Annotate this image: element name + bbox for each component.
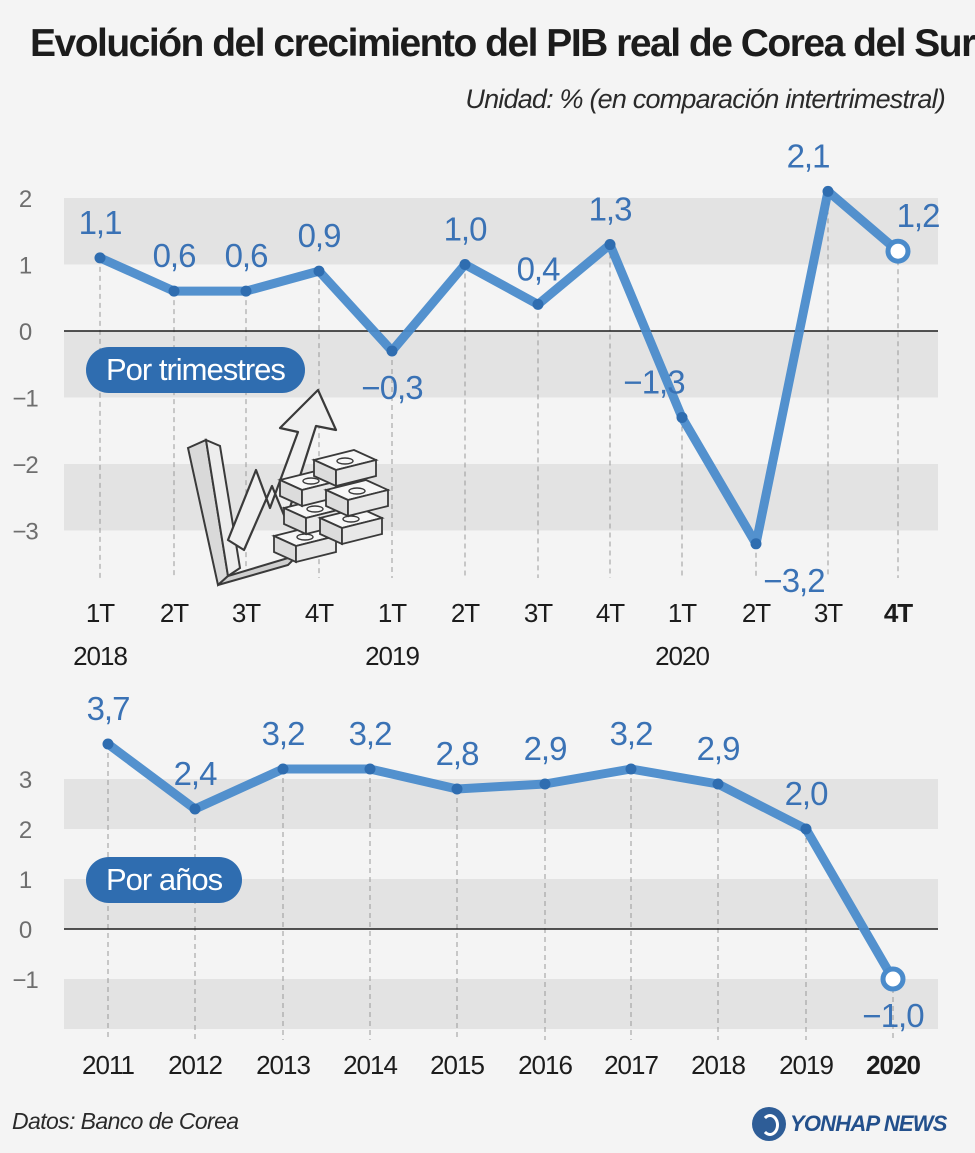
data-label: 1,3 bbox=[589, 191, 632, 228]
annual-series-label: Por años bbox=[86, 857, 243, 903]
data-label: 1,1 bbox=[79, 204, 122, 241]
y-tick-label: 0 bbox=[19, 319, 32, 346]
y-tick-label: 2 bbox=[19, 817, 32, 844]
data-label: 3,2 bbox=[610, 715, 653, 752]
series-line bbox=[95, 186, 903, 549]
x-tick-label: 2T bbox=[160, 598, 189, 628]
data-point bbox=[459, 259, 471, 270]
data-point bbox=[277, 763, 289, 775]
x-tick-label: 1T bbox=[668, 598, 697, 628]
data-label: −3,2 bbox=[763, 562, 824, 599]
data-point bbox=[364, 763, 376, 775]
x-tick-label: 2012 bbox=[168, 1050, 222, 1080]
chart-subtitle: Unidad: % (en comparación intertrimestra… bbox=[465, 84, 945, 114]
data-point bbox=[168, 285, 180, 297]
highlight-point bbox=[880, 966, 906, 992]
highlight-point bbox=[885, 238, 911, 264]
data-label: 2,9 bbox=[697, 730, 740, 767]
x-tick-label: 3T bbox=[524, 598, 553, 628]
data-label: 3,7 bbox=[87, 690, 130, 727]
x-tick-label: 3T bbox=[232, 598, 261, 628]
y-tick-label: −2 bbox=[12, 452, 38, 479]
series-line bbox=[103, 739, 898, 984]
data-point bbox=[800, 823, 812, 835]
data-point bbox=[822, 185, 834, 197]
data-point bbox=[539, 778, 551, 790]
year-label: 2018 bbox=[73, 641, 127, 671]
y-tick-label: −1 bbox=[12, 967, 38, 994]
data-point bbox=[240, 285, 252, 297]
data-label: 3,2 bbox=[349, 715, 392, 752]
data-point bbox=[313, 265, 325, 277]
x-tick-label: 4T bbox=[596, 598, 625, 628]
annual-chart bbox=[64, 738, 938, 1040]
data-label: 2,1 bbox=[787, 137, 830, 174]
y-tick-label: 2 bbox=[19, 186, 32, 213]
x-tick-label: 2016 bbox=[518, 1050, 572, 1080]
x-tick-label: 3T bbox=[814, 598, 843, 628]
x-tick-label: 2014 bbox=[343, 1050, 397, 1080]
data-label: −1,3 bbox=[623, 363, 684, 400]
data-label: 2,8 bbox=[436, 735, 479, 772]
data-point bbox=[532, 298, 544, 310]
data-point bbox=[604, 239, 616, 251]
x-tick-label: 2018 bbox=[691, 1050, 745, 1080]
data-label: 0,6 bbox=[153, 237, 196, 274]
data-label: 2,9 bbox=[524, 730, 567, 767]
data-label: 3,2 bbox=[262, 715, 305, 752]
data-point bbox=[102, 738, 114, 750]
yonhap-logo-icon bbox=[752, 1107, 786, 1141]
x-tick-label: 4T bbox=[884, 598, 913, 628]
x-tick-label: 2020 bbox=[866, 1050, 920, 1080]
y-tick-label: −1 bbox=[12, 386, 38, 413]
data-source: Datos: Banco de Corea bbox=[12, 1108, 239, 1134]
year-label: 2019 bbox=[365, 641, 419, 671]
quarterly-series-label: Por trimestres bbox=[86, 347, 305, 393]
y-tick-label: 0 bbox=[19, 917, 32, 944]
x-tick-label: 2015 bbox=[430, 1050, 484, 1080]
y-tick-label: 1 bbox=[19, 867, 32, 894]
grid-band bbox=[64, 979, 938, 1029]
x-tick-label: 1T bbox=[86, 598, 115, 628]
data-label: 2,4 bbox=[174, 755, 218, 792]
x-tick-label: 2013 bbox=[256, 1050, 310, 1080]
x-tick-label: 2017 bbox=[604, 1050, 658, 1080]
data-label: 0,6 bbox=[225, 237, 268, 274]
y-tick-label: 1 bbox=[19, 253, 32, 280]
data-point bbox=[189, 803, 201, 815]
growth-chart-money-icon bbox=[186, 388, 391, 587]
y-tick-label: 3 bbox=[19, 767, 32, 794]
x-tick-label: 2011 bbox=[82, 1050, 134, 1080]
yonhap-logo: YONHAP NEWS bbox=[752, 1104, 947, 1144]
data-label: 2,0 bbox=[785, 775, 829, 812]
data-label: −0,3 bbox=[361, 369, 422, 406]
grid-band bbox=[64, 198, 938, 265]
data-point bbox=[625, 763, 637, 775]
x-tick-label: 2019 bbox=[779, 1050, 833, 1080]
data-label: 1,2 bbox=[897, 197, 940, 234]
data-label: −1,0 bbox=[862, 997, 924, 1034]
data-point bbox=[676, 411, 688, 423]
x-tick-label: 2T bbox=[451, 598, 480, 628]
x-tick-label: 4T bbox=[305, 598, 334, 628]
data-point bbox=[750, 538, 762, 550]
data-label: 1,0 bbox=[444, 211, 488, 248]
data-point bbox=[386, 345, 398, 357]
year-label: 2020 bbox=[655, 641, 709, 671]
data-point bbox=[712, 778, 724, 790]
yonhap-logo-text: YONHAP NEWS bbox=[790, 1111, 947, 1136]
data-point bbox=[451, 783, 463, 795]
chart-title: Evolución del crecimiento del PIB real d… bbox=[30, 22, 975, 65]
y-tick-label: −3 bbox=[12, 519, 38, 546]
data-label: 0,4 bbox=[517, 250, 561, 287]
x-tick-label: 1T bbox=[378, 598, 407, 628]
data-label: 0,9 bbox=[298, 217, 341, 254]
x-tick-label: 2T bbox=[742, 598, 771, 628]
data-point bbox=[94, 252, 106, 264]
